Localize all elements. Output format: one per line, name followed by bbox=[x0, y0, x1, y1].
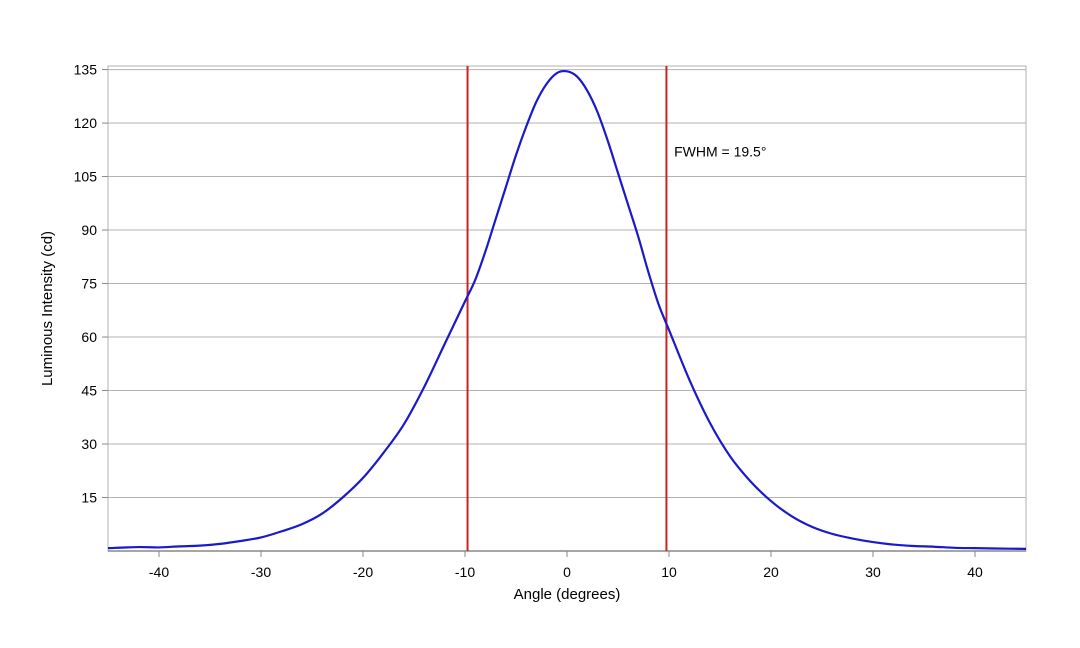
fwhm-markers bbox=[466, 66, 668, 551]
fwhm-annotation: FWHM = 19.5° bbox=[674, 144, 766, 160]
gridlines bbox=[108, 69, 1026, 499]
x-tick-label: 40 bbox=[967, 564, 983, 580]
y-tick-label: 105 bbox=[74, 169, 98, 185]
y-tick-label: 60 bbox=[81, 329, 97, 345]
y-tick-label: 120 bbox=[74, 115, 98, 131]
x-tick-label: -20 bbox=[353, 564, 373, 580]
y-tick-label: 75 bbox=[81, 276, 97, 292]
x-axis: -40 -30 -20 -10 0 10 20 30 40 bbox=[108, 550, 1026, 580]
y-tick-label: 135 bbox=[74, 62, 98, 78]
y-axis: 15 30 45 60 75 90 105 120 135 bbox=[74, 62, 108, 506]
x-tick-label: 10 bbox=[661, 564, 677, 580]
x-tick-label: 20 bbox=[763, 564, 779, 580]
intensity-curve bbox=[107, 69, 1027, 550]
series-group bbox=[107, 69, 1027, 550]
x-tick-label: 30 bbox=[865, 564, 881, 580]
y-axis-title: Luminous Intensity (cd) bbox=[39, 231, 56, 386]
y-tick-label: 15 bbox=[81, 490, 97, 506]
x-tick-label: -10 bbox=[455, 564, 475, 580]
x-axis-title: Angle (degrees) bbox=[514, 586, 621, 603]
x-tick-label: 0 bbox=[563, 564, 571, 580]
y-tick-label: 30 bbox=[81, 436, 97, 452]
x-tick-label: -30 bbox=[251, 564, 271, 580]
y-tick-label: 45 bbox=[81, 383, 97, 399]
plot-frame bbox=[107, 65, 1027, 552]
annotations: FWHM = 19.5° bbox=[674, 144, 766, 160]
y-tick-label: 90 bbox=[81, 222, 97, 238]
x-tick-label: -40 bbox=[149, 564, 169, 580]
